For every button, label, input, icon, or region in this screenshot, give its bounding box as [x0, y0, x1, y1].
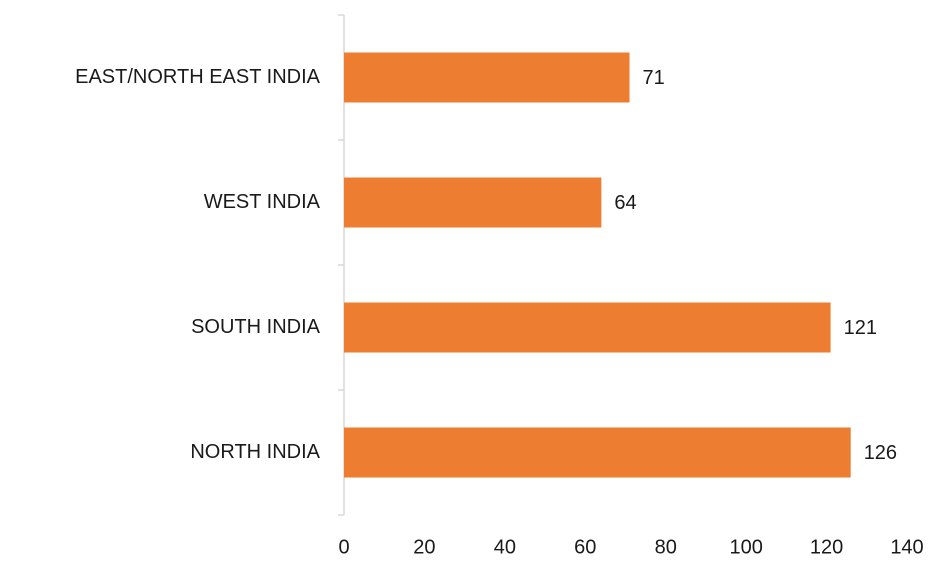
x-tick-label: 100: [729, 536, 762, 558]
data-label: 64: [614, 192, 636, 214]
data-label: 126: [864, 442, 897, 464]
category-label: NORTH INDIA: [190, 441, 320, 463]
data-label: 121: [844, 317, 877, 339]
bar: [344, 177, 602, 228]
bar: [344, 302, 831, 353]
category-label: SOUTH INDIA: [191, 316, 321, 338]
x-tick-label: 80: [655, 536, 677, 558]
x-tick-label: 120: [810, 536, 843, 558]
bar: [344, 52, 630, 103]
x-tick-label: 60: [574, 536, 596, 558]
x-tick-label: 140: [890, 536, 923, 558]
x-tick-label: 40: [494, 536, 516, 558]
category-label: WEST INDIA: [204, 191, 321, 213]
data-label: 71: [643, 67, 665, 89]
bar: [344, 427, 851, 478]
x-tick-label: 20: [413, 536, 435, 558]
x-tick-label: 0: [338, 536, 349, 558]
category-label: EAST/NORTH EAST INDIA: [75, 66, 321, 88]
